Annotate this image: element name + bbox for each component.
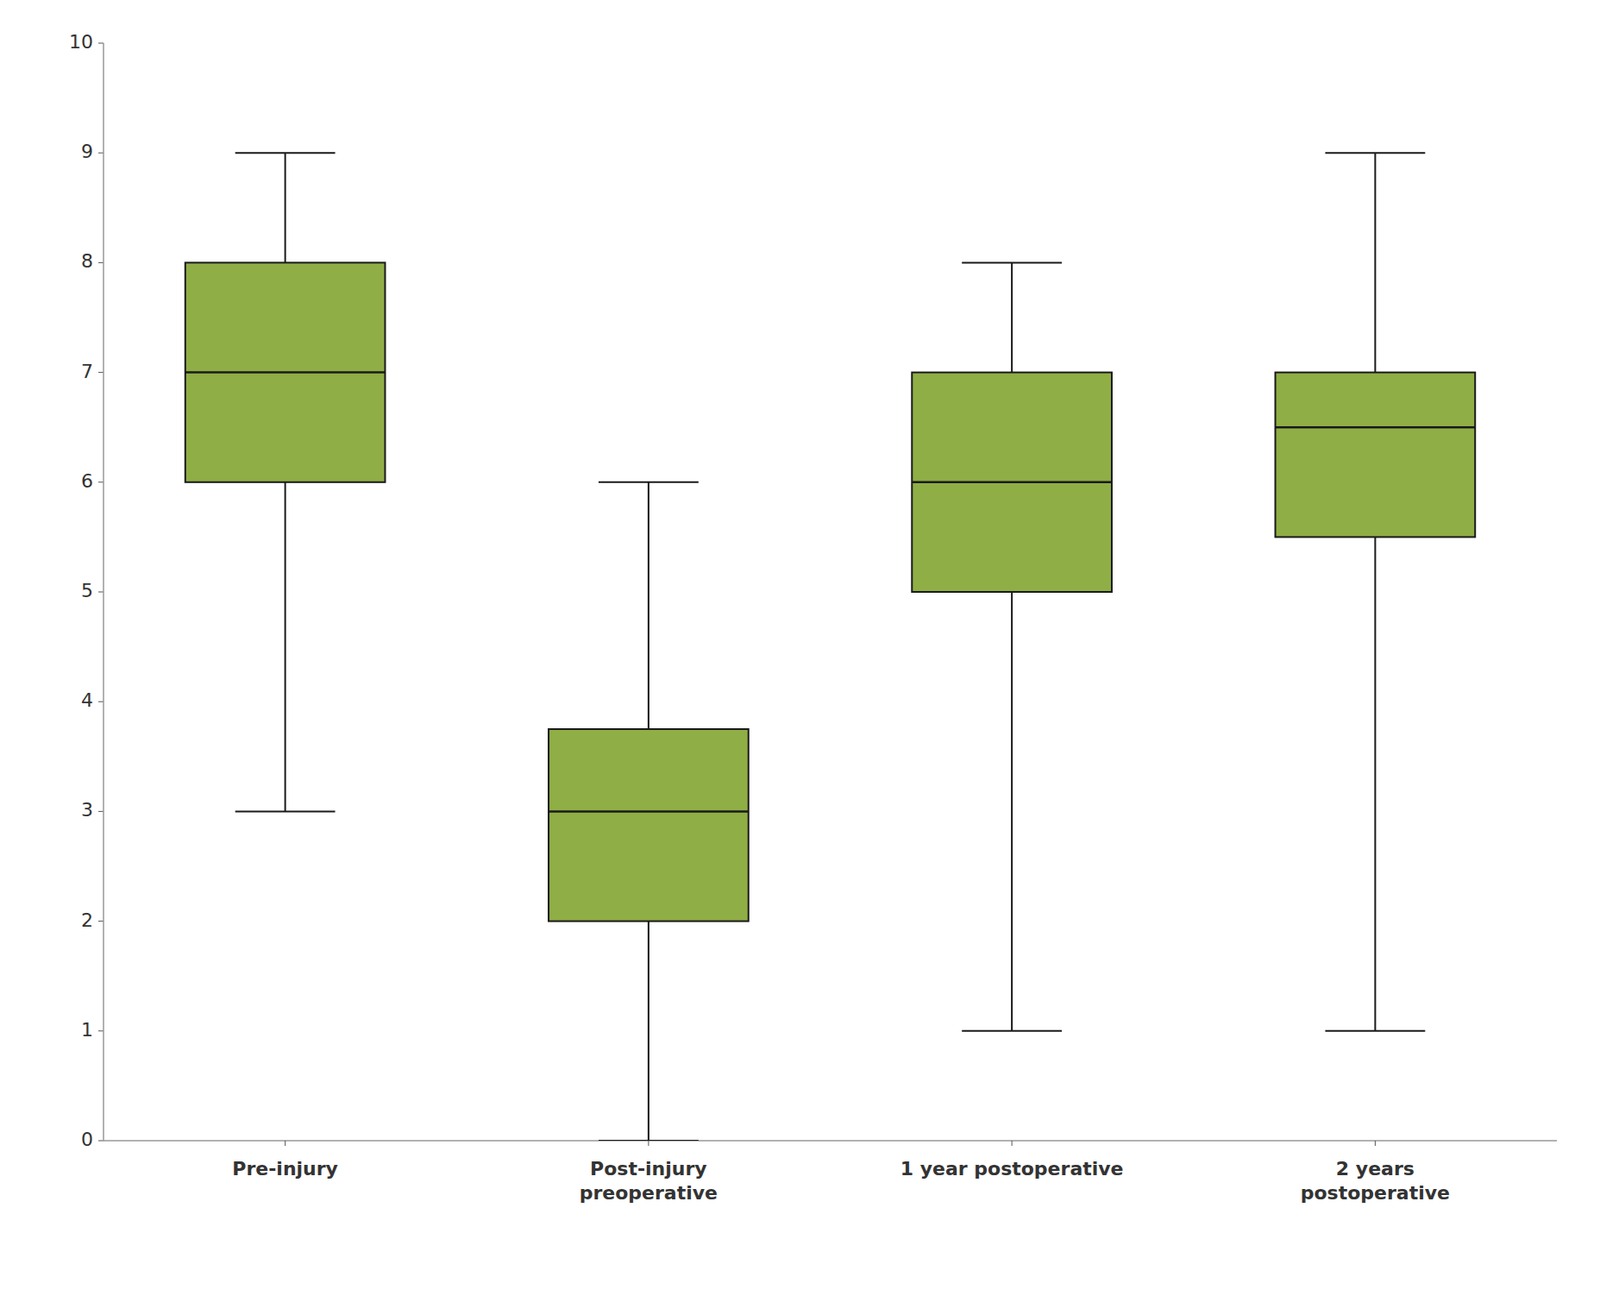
box-plot [548,482,749,1141]
box [185,262,386,482]
upper-cap [235,151,336,154]
upper-whisker [647,482,650,729]
y-tick [98,43,104,44]
y-tick [98,371,104,373]
boxes [185,152,1475,1141]
y-tick-label: 4 [81,689,94,711]
lower-cap [235,809,336,812]
box [911,372,1112,592]
y-tick [98,591,104,593]
box-plot [911,262,1112,1030]
median [911,481,1112,484]
x-tick-label: 1 year postoperative [900,1157,1124,1180]
axes: 0 1 2 3 4 5 6 7 8 9 10 Pre-injury Post-injurypreoper… [69,31,1557,1204]
median [1275,426,1476,429]
y-tick [98,810,104,812]
y-tick [98,1140,104,1142]
y-tick [98,1029,104,1031]
median [548,809,749,813]
median [185,370,386,374]
y-tick-label: 6 [81,470,94,492]
lower-cap [598,1139,699,1141]
upper-whisker [1010,262,1013,372]
lower-cap [961,1029,1062,1032]
box [548,728,749,922]
box-plot [185,152,386,811]
upper-cap [598,481,699,484]
y-tick-label: 3 [81,798,94,821]
lower-whisker [1010,591,1013,1031]
x-tick-label: Pre-injury [232,1157,339,1180]
x-tick [647,1140,649,1146]
upper-whisker [284,152,287,263]
lower-whisker [647,921,650,1141]
y-tick-label: 1 [81,1018,94,1041]
y-tick [98,481,104,483]
x-tick-label: 2 yearspostoperative [1300,1157,1450,1204]
box [1275,372,1476,538]
upper-cap [1324,151,1425,154]
y-tick-label: 2 [81,909,94,931]
y-tick [98,152,104,154]
y-tick [98,701,104,703]
upper-cap [961,261,1062,264]
x-tick [1011,1140,1013,1146]
y-tick-label: 7 [81,360,94,383]
y-tick-label: 5 [81,579,94,602]
lower-whisker [1374,536,1376,1030]
y-tick-label: 9 [81,140,94,163]
lower-whisker [284,482,287,812]
y-tick-label: 0 [81,1128,94,1150]
box-plot [1275,152,1476,1031]
x-tick [1374,1140,1376,1146]
lower-cap [1324,1029,1425,1032]
x-axis-line [103,1139,1557,1142]
y-tick-label: 8 [81,250,94,272]
x-tick-label: Post-injurypreoperative [579,1157,718,1204]
chart: 0 1 2 3 4 5 6 7 8 9 10 Pre-injury Post-injurypreoper… [0,0,1600,1296]
y-tick [98,262,104,264]
y-tick [98,920,104,922]
y-tick-label: 10 [69,31,94,53]
x-tick [284,1140,286,1146]
y-axis-line [102,43,105,1141]
upper-whisker [1374,152,1376,372]
